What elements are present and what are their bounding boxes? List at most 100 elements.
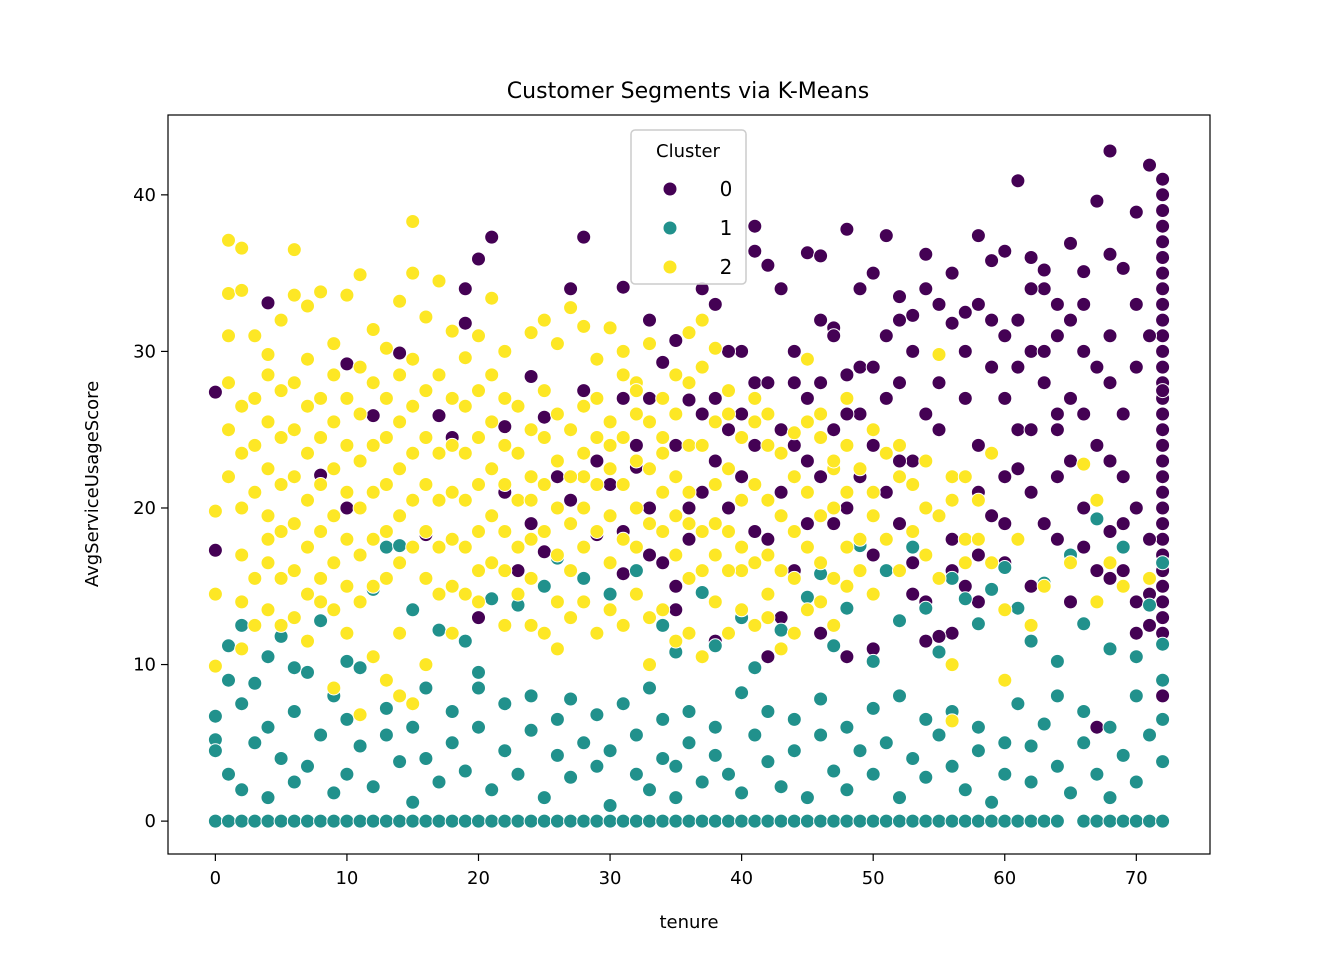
data-point-cluster-1: [457, 633, 473, 649]
data-point-cluster-0: [813, 469, 829, 485]
data-point-cluster-2: [392, 625, 408, 641]
data-point-cluster-1: [497, 743, 513, 759]
data-point-cluster-1: [878, 735, 894, 751]
data-point-cluster-2: [786, 625, 802, 641]
legend-marker-0: [662, 181, 678, 197]
data-point-cluster-2: [497, 437, 513, 453]
data-point-cluster-1: [405, 794, 421, 810]
data-point-cluster-2: [365, 484, 381, 500]
data-point-cluster-0: [931, 375, 947, 391]
data-point-cluster-1: [1128, 774, 1144, 790]
data-point-cluster-2: [260, 602, 276, 618]
data-point-cluster-2: [997, 672, 1013, 688]
data-point-cluster-2: [931, 508, 947, 524]
data-point-cluster-2: [615, 367, 631, 383]
data-point-cluster-0: [878, 228, 894, 244]
data-point-cluster-2: [234, 641, 250, 657]
data-point-cluster-2: [234, 594, 250, 610]
data-point-cluster-1: [497, 696, 513, 712]
data-point-cluster-2: [510, 539, 526, 555]
data-point-cluster-2: [392, 414, 408, 430]
data-point-cluster-2: [734, 539, 750, 555]
data-point-cluster-2: [799, 484, 815, 500]
data-point-cluster-1: [523, 688, 539, 704]
data-point-cluster-1: [878, 813, 894, 829]
data-point-cluster-2: [444, 484, 460, 500]
data-point-cluster-1: [1142, 727, 1157, 743]
data-point-cluster-0: [970, 228, 986, 244]
data-point-cluster-0: [1155, 281, 1171, 297]
data-point-cluster-2: [681, 325, 697, 341]
data-point-cluster-1: [365, 813, 381, 829]
data-point-cluster-2: [563, 610, 579, 626]
data-point-cluster-2: [260, 414, 276, 430]
data-point-cluster-0: [892, 312, 907, 328]
data-point-cluster-2: [326, 336, 342, 352]
data-point-cluster-1: [1023, 633, 1039, 649]
data-point-cluster-0: [615, 566, 631, 582]
data-point-cluster-2: [286, 563, 302, 579]
data-point-cluster-0: [1023, 578, 1039, 594]
data-point-cluster-1: [510, 766, 526, 782]
data-point-cluster-1: [826, 813, 842, 829]
legend-label-0: 0: [720, 177, 733, 201]
data-point-cluster-0: [786, 343, 802, 359]
data-point-cluster-2: [405, 492, 421, 508]
data-point-cluster-0: [905, 307, 921, 323]
data-point-cluster-2: [536, 383, 552, 399]
data-point-cluster-2: [510, 586, 526, 602]
data-point-cluster-1: [944, 813, 960, 829]
data-point-cluster-0: [1155, 296, 1171, 312]
data-point-cluster-2: [273, 524, 289, 539]
data-point-cluster-2: [497, 477, 513, 492]
data-point-cluster-0: [865, 547, 881, 563]
data-point-cluster-2: [378, 340, 394, 356]
data-point-cluster-0: [1010, 461, 1026, 477]
data-point-cluster-0: [642, 547, 657, 563]
data-point-cluster-2: [655, 524, 671, 539]
data-point-cluster-2: [707, 340, 723, 356]
data-point-cluster-0: [457, 315, 473, 331]
data-point-cluster-2: [234, 500, 250, 516]
data-point-cluster-2: [457, 445, 473, 461]
data-point-cluster-1: [497, 813, 513, 829]
data-point-cluster-1: [1128, 688, 1144, 704]
data-point-cluster-2: [418, 383, 434, 399]
data-point-cluster-2: [760, 547, 776, 563]
data-point-cluster-1: [760, 704, 776, 719]
data-point-cluster-1: [457, 813, 473, 829]
data-point-cluster-0: [1102, 453, 1118, 469]
data-point-cluster-1: [865, 766, 881, 782]
data-point-cluster-2: [260, 508, 276, 524]
x-tick-label: 0: [210, 868, 221, 889]
data-point-cluster-2: [378, 570, 394, 586]
data-point-cluster-1: [944, 758, 960, 774]
data-point-cluster-2: [339, 437, 355, 453]
data-point-cluster-2: [970, 492, 986, 508]
data-point-cluster-2: [602, 508, 618, 524]
data-point-cluster-2: [300, 539, 315, 555]
data-point-cluster-2: [707, 477, 723, 492]
data-point-cluster-2: [707, 547, 723, 563]
data-point-cluster-1: [892, 813, 907, 829]
data-point-cluster-1: [747, 727, 763, 743]
data-point-cluster-2: [1142, 570, 1157, 586]
data-point-cluster-2: [457, 350, 473, 366]
data-point-cluster-2: [918, 547, 934, 563]
data-point-cluster-0: [1128, 625, 1144, 641]
data-point-cluster-2: [378, 672, 394, 688]
data-point-cluster-2: [273, 312, 289, 328]
data-point-cluster-1: [207, 813, 223, 829]
data-point-cluster-0: [734, 343, 750, 359]
data-point-cluster-2: [339, 531, 355, 547]
data-point-cluster-0: [1036, 516, 1052, 532]
data-point-cluster-2: [721, 461, 736, 477]
data-point-cluster-0: [1155, 187, 1171, 203]
data-point-cluster-1: [589, 707, 605, 723]
data-point-cluster-1: [1102, 790, 1118, 806]
data-point-cluster-2: [352, 707, 368, 723]
data-point-cluster-0: [734, 469, 750, 485]
data-point-cluster-2: [431, 367, 447, 383]
data-point-cluster-0: [681, 531, 697, 547]
data-point-cluster-2: [326, 555, 342, 571]
